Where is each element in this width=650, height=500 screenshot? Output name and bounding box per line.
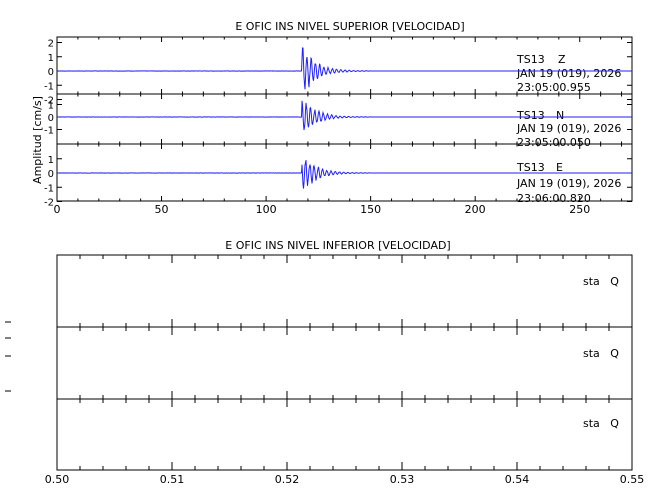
upper-panel-n-component: N xyxy=(556,109,564,122)
upper-panel-n-station: TS13 xyxy=(516,109,545,122)
upper-chart-title: E OFIC INS NIVEL SUPERIOR [VELOCIDAD] xyxy=(235,20,464,33)
seismogram-trace-z xyxy=(57,47,632,90)
seismogram-trace-n xyxy=(56,100,632,130)
upper-x-tick-label: 0 xyxy=(54,203,61,216)
lower-x-tick-label: 0.54 xyxy=(505,473,530,486)
lower-panel-1-frame xyxy=(56,254,633,328)
upper-y-tick-label: 0 xyxy=(48,113,54,124)
upper-panel-n-time: 23:05:00.050 xyxy=(517,136,591,149)
upper-panel-z-date: JAN 19 (019), 2026 xyxy=(516,67,621,80)
lower-panel-2: sta Q xyxy=(56,326,633,400)
upper-x-tick-label: 250 xyxy=(569,203,590,216)
upper-y-tick-label: -1 xyxy=(44,81,54,92)
upper-x-tick-label: 200 xyxy=(465,203,486,216)
lower-x-tick-label: 0.55 xyxy=(620,473,645,486)
upper-y-tick-label: 2 xyxy=(48,39,54,50)
upper-y-tick-label: -1 xyxy=(44,126,54,137)
upper-x-tick-label: 50 xyxy=(155,203,169,216)
lower-chart-marks: 0.50 0.51 0.52 0.53 0.54 0.55 xyxy=(45,255,645,486)
lower-panel-3: sta Q xyxy=(56,398,633,471)
upper-panel-n-date: JAN 19 (019), 2026 xyxy=(516,122,621,135)
upper-panel-e-component: E xyxy=(556,161,563,174)
seismogram-trace-e xyxy=(56,160,632,189)
upper-panel-z: TS13 Z JAN 19 (019), 2026 23:05:00.955 xyxy=(56,36,633,95)
upper-y-tick-label: 1 xyxy=(48,101,54,112)
lower-x-tick-label: 0.52 xyxy=(275,473,300,486)
upper-panel-z-component: Z xyxy=(558,53,566,66)
upper-x-tick-label: 150 xyxy=(360,203,381,216)
upper-y-tick-label: 1 xyxy=(48,53,54,64)
upper-panel-n: TS13 N JAN 19 (019), 2026 23:05:00.050 xyxy=(56,93,633,149)
lower-chart-title: E OFIC INS NIVEL INFERIOR [VELOCIDAD] xyxy=(225,239,450,252)
upper-chart: E OFIC INS NIVEL SUPERIOR [VELOCIDAD] Am… xyxy=(31,20,633,216)
upper-y-tick-label: 0 xyxy=(48,67,54,78)
lower-panel-1-label: sta Q xyxy=(583,275,619,288)
upper-panel-e: TS13 E JAN 19 (019), 2026 23:06:00.820 xyxy=(56,143,633,205)
lower-panel-1: sta Q xyxy=(56,254,633,328)
upper-y-tick-label: -2 xyxy=(44,96,54,107)
lower-x-tick-label: 0.53 xyxy=(390,473,415,486)
lower-panel-2-label: sta Q xyxy=(583,347,619,360)
upper-x-tick-label: 100 xyxy=(256,203,277,216)
lower-x-tick-label: 0.50 xyxy=(45,473,70,486)
upper-y-tick-label: -1 xyxy=(44,183,54,194)
lower-chart: E OFIC INS NIVEL INFERIOR [VELOCIDAD] st… xyxy=(45,239,645,486)
lower-x-tick-label: 0.51 xyxy=(160,473,185,486)
upper-panel-e-date: JAN 19 (019), 2026 xyxy=(516,177,621,190)
upper-panel-e-time: 23:06:00.820 xyxy=(517,192,591,205)
upper-panel-z-station: TS13 xyxy=(516,53,545,66)
upper-y-tick-label: 1 xyxy=(48,155,54,166)
lower-panel-3-frame xyxy=(56,398,633,471)
upper-y-tick-label: 0 xyxy=(48,169,54,180)
upper-panel-e-station: TS13 xyxy=(516,161,545,174)
upper-y-axis-label: Amplitud [cm/s] xyxy=(31,96,44,184)
upper-panel-z-time: 23:05:00.955 xyxy=(517,81,591,94)
lower-panel-2-frame xyxy=(56,326,633,400)
lower-panel-3-label: sta Q xyxy=(583,417,619,430)
upper-y-tick-label: -2 xyxy=(44,198,54,209)
left-edge-marks xyxy=(5,321,11,392)
